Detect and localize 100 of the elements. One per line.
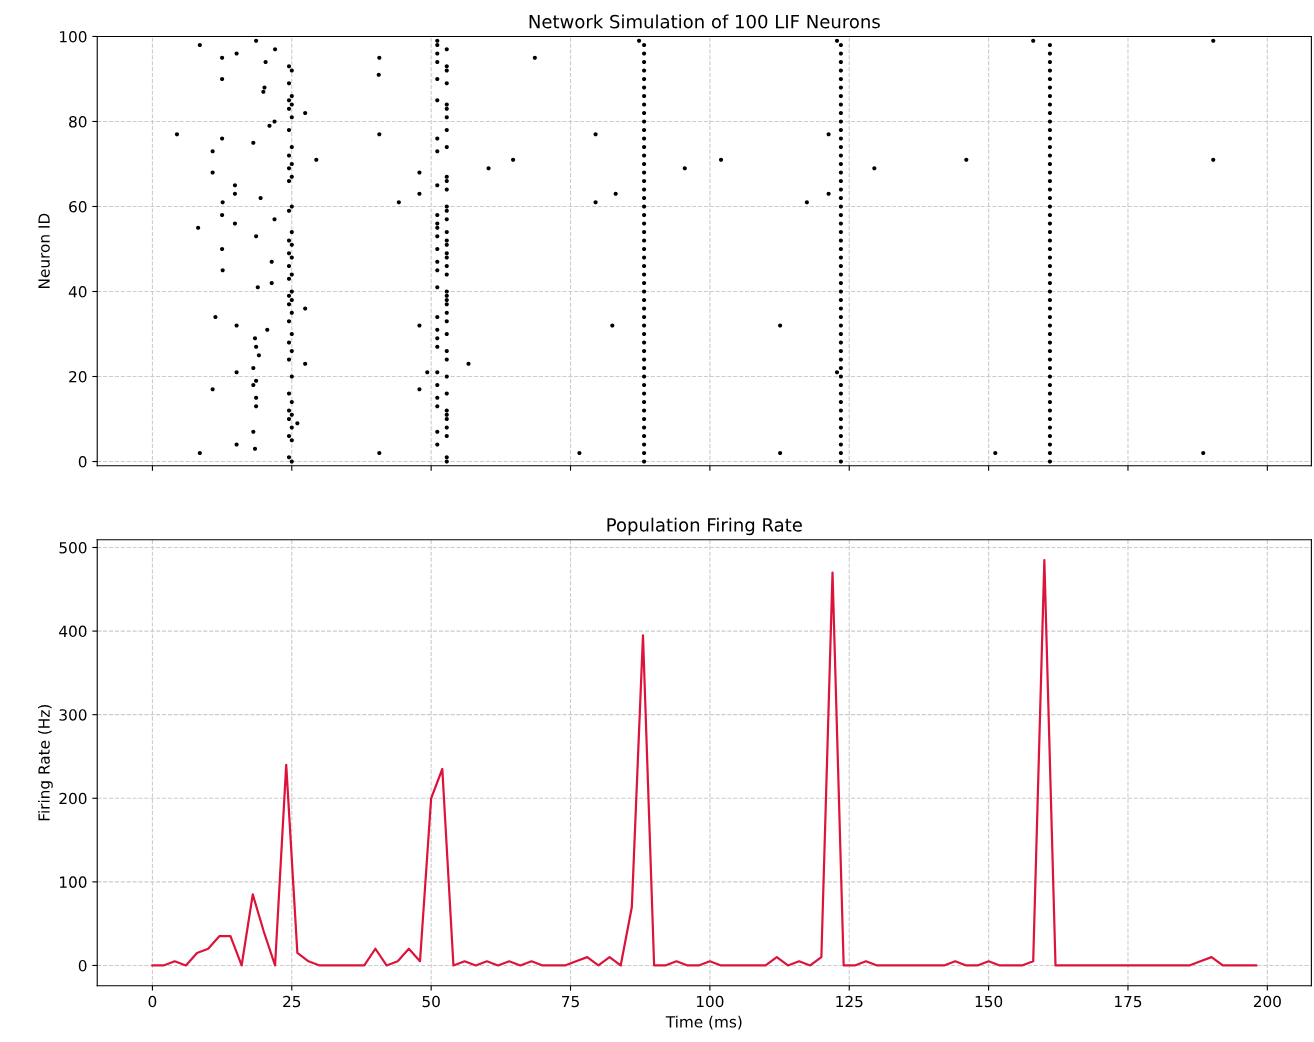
- point: [261, 89, 266, 94]
- point: [289, 115, 294, 120]
- point: [642, 289, 647, 294]
- point: [872, 166, 877, 171]
- point: [435, 370, 440, 375]
- point: [577, 450, 582, 456]
- y-tick-label: 0: [78, 455, 87, 468]
- point: [1047, 153, 1053, 158]
- point: [289, 204, 294, 209]
- y-tick-label: 100: [60, 30, 87, 43]
- point: [377, 55, 382, 60]
- point: [838, 76, 843, 82]
- point: [210, 149, 215, 154]
- y-tick-label: 60: [69, 200, 87, 213]
- point: [289, 374, 294, 379]
- point: [838, 238, 843, 243]
- point: [197, 450, 202, 456]
- point: [838, 306, 843, 311]
- point: [642, 450, 647, 456]
- line-series: [151, 558, 1258, 967]
- point: [642, 42, 647, 48]
- y-tick-label: 200: [59, 792, 87, 805]
- point: [642, 246, 647, 252]
- point: [838, 212, 843, 218]
- point: [642, 399, 647, 405]
- point: [838, 433, 843, 439]
- point: [377, 132, 382, 137]
- point: [1047, 314, 1053, 320]
- point: [435, 225, 440, 230]
- point: [444, 425, 449, 430]
- point: [444, 455, 449, 460]
- point: [444, 302, 449, 307]
- point: [444, 238, 449, 243]
- point: [838, 161, 843, 167]
- point: [303, 361, 308, 366]
- point: [286, 106, 292, 111]
- point: [251, 429, 256, 434]
- point: [1211, 157, 1216, 162]
- point: [838, 127, 843, 133]
- point: [289, 425, 294, 430]
- point: [289, 459, 294, 464]
- point: [1047, 374, 1053, 379]
- point: [435, 404, 440, 409]
- point: [435, 314, 440, 320]
- point: [295, 421, 300, 426]
- point: [220, 212, 225, 218]
- point: [435, 336, 440, 341]
- point: [838, 348, 843, 354]
- point: [642, 348, 647, 354]
- point: [1047, 51, 1053, 56]
- point: [838, 272, 843, 277]
- point: [642, 212, 647, 218]
- point: [286, 64, 292, 69]
- point: [642, 374, 647, 379]
- point: [826, 191, 831, 196]
- point: [838, 102, 843, 107]
- point: [444, 251, 449, 256]
- y-tick-label: 20: [69, 370, 87, 383]
- point: [642, 51, 647, 56]
- y-tick-label: 100: [60, 876, 87, 888]
- point: [435, 327, 440, 332]
- point: [286, 166, 292, 171]
- point: [838, 204, 843, 209]
- point: [486, 166, 491, 171]
- point: [444, 310, 449, 315]
- point: [642, 314, 647, 320]
- point: [254, 395, 259, 400]
- point: [220, 200, 225, 205]
- point: [778, 323, 783, 328]
- point: [838, 289, 843, 294]
- point: [444, 331, 449, 337]
- y-tick-label: 300: [59, 709, 87, 721]
- point: [838, 263, 843, 269]
- point: [1047, 161, 1053, 167]
- point: [267, 123, 272, 128]
- point: [1047, 459, 1053, 464]
- point: [210, 387, 215, 392]
- point: [234, 370, 239, 375]
- point: [417, 323, 422, 328]
- point: [435, 344, 440, 349]
- point: [377, 450, 382, 456]
- point: [444, 272, 449, 277]
- point: [838, 119, 843, 124]
- point: [532, 55, 537, 60]
- point: [838, 382, 843, 388]
- point: [1047, 221, 1053, 226]
- point: [303, 306, 308, 311]
- point: [251, 365, 256, 371]
- point: [511, 157, 516, 162]
- point: [642, 297, 647, 303]
- point: [642, 408, 647, 413]
- point: [444, 81, 449, 86]
- point: [289, 412, 294, 417]
- point: [286, 293, 292, 298]
- point: [838, 442, 843, 447]
- point: [435, 59, 440, 65]
- point: [642, 76, 647, 82]
- point: [435, 42, 440, 48]
- point: [642, 59, 647, 65]
- point: [838, 340, 843, 345]
